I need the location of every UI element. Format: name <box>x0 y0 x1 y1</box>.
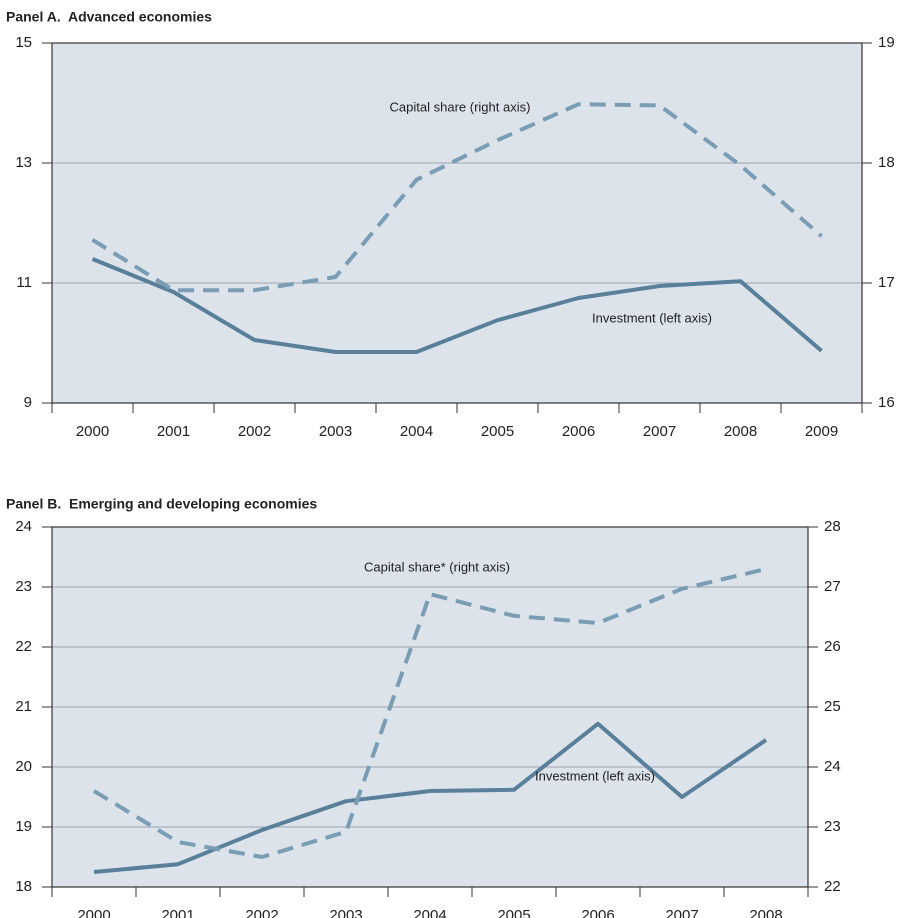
y2-tick-label: 18 <box>878 154 895 171</box>
x-tick-label: 2007 <box>643 423 676 440</box>
x-tick-label: 2004 <box>400 423 433 440</box>
y2-tick-label: 24 <box>824 758 841 775</box>
y-tick-label: 19 <box>15 818 32 835</box>
y-tick-label: 18 <box>15 878 32 895</box>
y-tick-label: 9 <box>24 394 32 411</box>
plot-border <box>51 526 809 888</box>
series-line <box>91 102 823 293</box>
x-tick-label: 2008 <box>724 423 757 440</box>
series-label: Investment (left axis) <box>592 310 712 325</box>
y-tick-label: 21 <box>15 698 32 715</box>
x-tick-label: 2000 <box>76 423 109 440</box>
series-label: Capital share* (right axis) <box>364 559 510 574</box>
y2-tick-label: 27 <box>824 578 841 595</box>
y-tick-label: 22 <box>15 638 32 655</box>
x-tick-label: 2006 <box>562 423 595 440</box>
y-tick-label: 15 <box>15 34 32 51</box>
x-tick-label: 2006 <box>581 907 614 918</box>
x-tick-label: 2003 <box>319 423 352 440</box>
x-tick-label: 2001 <box>157 423 190 440</box>
y2-tick-label: 28 <box>824 518 841 535</box>
x-tick-label: 2000 <box>77 907 110 918</box>
y-tick-label: 13 <box>15 154 32 171</box>
y-tick-label: 20 <box>15 758 32 775</box>
plot-area <box>52 43 862 403</box>
x-tick-label: 2003 <box>329 907 362 918</box>
series-line <box>91 257 823 354</box>
panel-title: Panel A. Advanced economies <box>6 9 212 25</box>
y2-tick-label: 22 <box>824 878 841 895</box>
series-label: Capital share (right axis) <box>390 99 531 114</box>
x-tick-label: 2009 <box>805 423 838 440</box>
y2-tick-label: 16 <box>878 394 895 411</box>
y2-tick-label: 25 <box>824 698 841 715</box>
y-tick-label: 24 <box>15 518 32 535</box>
x-tick-label: 2008 <box>749 907 782 918</box>
y-tick-label: 23 <box>15 578 32 595</box>
y2-tick-label: 17 <box>878 274 895 291</box>
y2-tick-label: 26 <box>824 638 841 655</box>
x-tick-label: 2007 <box>665 907 698 918</box>
x-tick-label: 2005 <box>481 423 514 440</box>
y2-tick-label: 19 <box>878 34 895 51</box>
y2-tick-label: 23 <box>824 818 841 835</box>
series-label: Investment (left axis) <box>535 768 655 783</box>
x-tick-label: 2001 <box>161 907 194 918</box>
series-line <box>93 721 768 874</box>
x-tick-label: 2004 <box>413 907 446 918</box>
panel-title: Panel B. Emerging and developing economi… <box>6 496 317 512</box>
x-tick-label: 2002 <box>238 423 271 440</box>
series-line <box>92 567 767 859</box>
x-tick-label: 2005 <box>497 907 530 918</box>
x-tick-label: 2002 <box>245 907 278 918</box>
y-tick-label: 11 <box>16 274 32 291</box>
